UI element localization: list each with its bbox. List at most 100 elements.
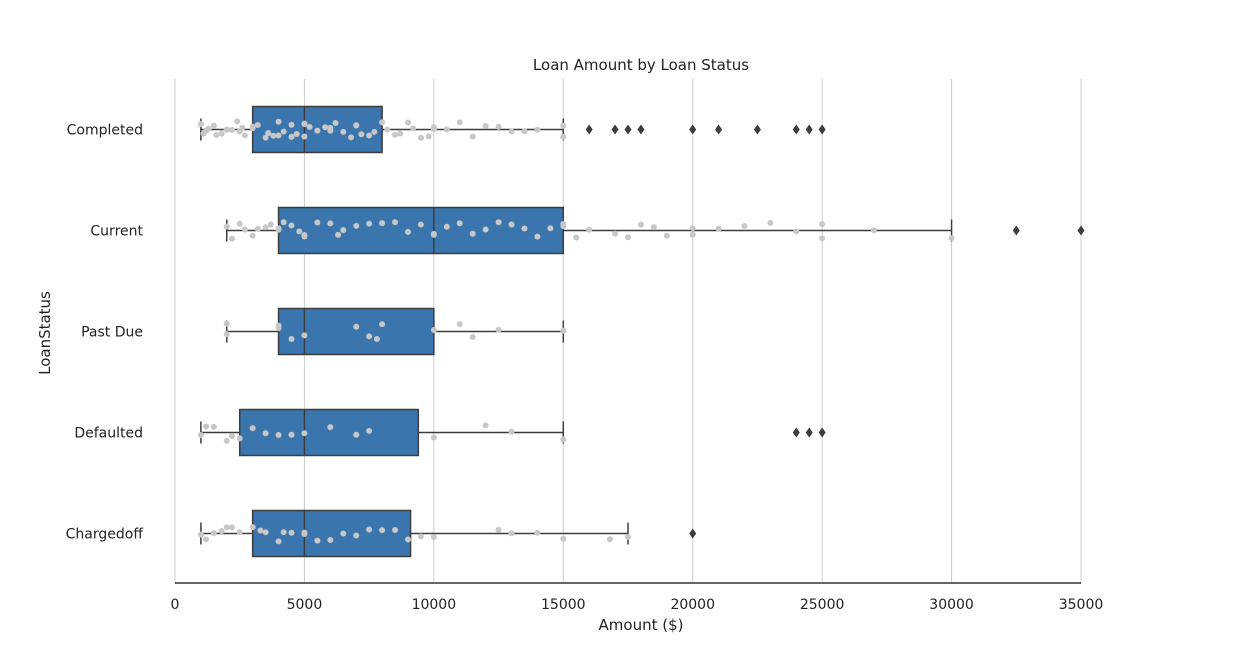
strip-point xyxy=(203,423,210,430)
strip-point xyxy=(288,336,295,343)
strip-point xyxy=(340,227,347,234)
strip-point xyxy=(228,524,235,531)
strip-point xyxy=(228,126,235,133)
strip-point xyxy=(241,226,248,233)
strip-point xyxy=(340,128,347,135)
strip-point xyxy=(280,529,287,536)
strip-point xyxy=(327,127,334,134)
x-tick-label: 15000 xyxy=(541,597,586,613)
strip-point xyxy=(306,123,313,130)
strip-point xyxy=(392,131,399,138)
outlier-marker xyxy=(753,124,761,135)
outlier-marker xyxy=(637,124,645,135)
strip-point xyxy=(715,225,722,232)
strip-point xyxy=(239,124,246,131)
outlier-marker xyxy=(689,124,697,135)
strip-point xyxy=(379,220,386,227)
outlier-marker xyxy=(818,427,826,438)
strip-point xyxy=(689,225,696,232)
strip-point xyxy=(275,132,282,139)
strip-point xyxy=(404,119,411,126)
strip-point xyxy=(262,224,269,231)
strip-point xyxy=(210,530,217,537)
strip-point xyxy=(288,431,295,438)
strip-point xyxy=(322,124,329,131)
strip-point xyxy=(366,526,373,533)
strip-point xyxy=(495,219,502,226)
strip-point xyxy=(392,526,399,533)
strip-point xyxy=(495,526,502,533)
x-tick-label: 25000 xyxy=(800,597,845,613)
strip-point xyxy=(340,530,347,537)
x-tick-label: 20000 xyxy=(670,597,715,613)
strip-point xyxy=(767,219,774,226)
strip-point xyxy=(223,223,230,230)
strip-point xyxy=(236,529,243,536)
strip-point xyxy=(234,118,241,125)
strip-point xyxy=(521,128,528,135)
strip-point xyxy=(197,431,204,438)
strip-point xyxy=(650,224,657,231)
strip-point xyxy=(430,123,437,130)
strip-point xyxy=(819,221,826,228)
strip-point xyxy=(254,122,261,129)
strip-point xyxy=(228,432,235,439)
outlier-marker xyxy=(715,124,723,135)
x-axis-title: Amount ($) xyxy=(599,616,684,634)
strip-point xyxy=(223,331,230,338)
x-tick-label: 10000 xyxy=(412,597,457,613)
strip-point xyxy=(314,127,321,134)
strip-point xyxy=(197,121,204,128)
strip-point xyxy=(508,128,515,135)
strip-point xyxy=(275,538,282,545)
y-category-label: Past Due xyxy=(81,325,143,341)
strip-point xyxy=(534,126,541,133)
strip-point xyxy=(495,123,502,130)
strip-point xyxy=(288,529,295,536)
chart-title: Loan Amount by Loan Status xyxy=(533,56,749,74)
strip-point xyxy=(301,529,308,536)
strip-point xyxy=(249,425,256,432)
strip-point xyxy=(430,534,437,541)
x-tick-label: 35000 xyxy=(1059,597,1104,613)
strip-point xyxy=(379,321,386,328)
strip-point xyxy=(637,221,644,228)
strip-point xyxy=(296,228,303,235)
strip-point xyxy=(366,333,373,340)
strip-point xyxy=(241,132,248,139)
strip-point xyxy=(417,221,424,228)
strip-point xyxy=(456,220,463,227)
strip-point xyxy=(560,436,567,443)
outlier-marker xyxy=(805,124,813,135)
strip-point xyxy=(379,119,386,126)
strip-point xyxy=(353,122,360,129)
axes: 0 5000 10000 15000 20000 25000 30000 35000 Compl… xyxy=(66,123,1104,614)
strip-point xyxy=(301,332,308,339)
outlier-marker xyxy=(1077,225,1085,236)
strip-point xyxy=(456,321,463,328)
strip-point xyxy=(314,537,321,544)
strip-point xyxy=(741,223,748,230)
outlier-marker xyxy=(1012,225,1020,236)
strip-point xyxy=(366,132,373,139)
strip-point xyxy=(249,524,256,531)
strip-point xyxy=(223,320,230,327)
strip-point xyxy=(469,334,476,341)
strip-point xyxy=(547,225,554,232)
strip-point xyxy=(257,527,264,534)
strip-point xyxy=(249,232,256,239)
strip-point xyxy=(335,231,342,238)
outlier-marker xyxy=(585,124,593,135)
strip-point xyxy=(254,225,261,232)
strip-point xyxy=(417,134,424,141)
strip-point xyxy=(236,220,243,227)
strip-point xyxy=(366,220,373,227)
outlier-marker xyxy=(792,124,800,135)
y-category-label: Current xyxy=(90,224,143,240)
strip-point xyxy=(397,130,404,137)
strip-point xyxy=(301,121,308,128)
strip-point xyxy=(663,232,670,239)
strip-point xyxy=(203,536,210,543)
strip-point xyxy=(314,219,321,226)
